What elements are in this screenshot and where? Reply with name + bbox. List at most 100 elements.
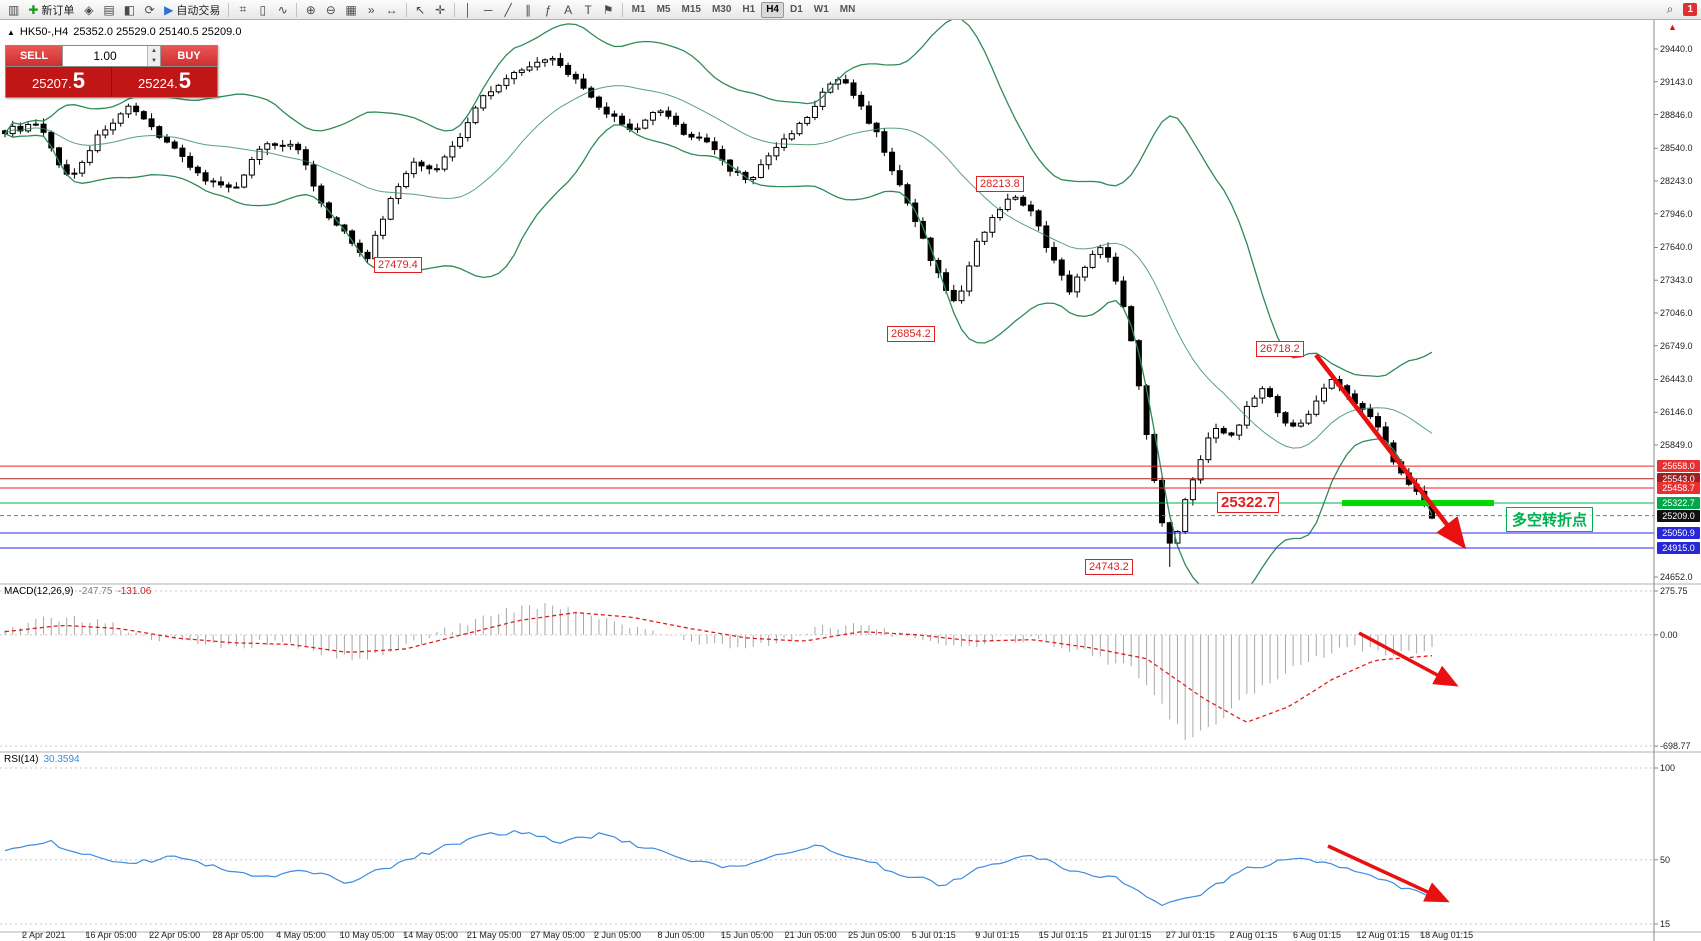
price-axis-tick: 28540.0: [1660, 143, 1693, 154]
horizontal-line-icon: ─: [483, 2, 493, 17]
volume-input[interactable]: [63, 46, 147, 66]
history-center-icon: ◈: [84, 2, 94, 17]
time-axis-tick: 21 May 05:00: [466, 930, 522, 940]
line-chart-mode-button[interactable]: ∿: [273, 1, 292, 18]
timeframe-d1[interactable]: D1: [785, 2, 808, 18]
new-order-button[interactable]: ✚ 新订单: [24, 1, 78, 18]
trendline-button[interactable]: ╱: [499, 1, 518, 18]
cursor-icon: ↖: [415, 2, 426, 17]
rsi-value: 30.3594: [43, 754, 80, 765]
sell-button[interactable]: SELL: [6, 46, 62, 66]
new-order-label: 新订单: [41, 4, 75, 17]
search-icon[interactable]: ⌕: [1660, 1, 1679, 18]
macd-value-main: -247.75: [78, 586, 113, 597]
bollinger-bands: [4, 20, 1433, 584]
timeframe-mn[interactable]: MN: [835, 2, 861, 18]
scroll-to-end-marker[interactable]: ▲: [1668, 22, 1677, 32]
equidistant-channel-button[interactable]: ∥: [519, 1, 538, 18]
new-chart-icon: ▥: [8, 2, 20, 17]
time-axis-tick: 6 Aug 01:15: [1293, 930, 1342, 940]
time-axis-tick: 25 Jun 05:00: [848, 930, 901, 940]
crosshair-icon: ✛: [435, 2, 446, 17]
trend-arrow[interactable]: [1358, 631, 1459, 687]
new-chart-button[interactable]: ▥: [4, 1, 23, 18]
time-axis-tick: 15 Jun 05:00: [721, 930, 774, 940]
time-axis-tick: 9 Jul 01:15: [975, 930, 1020, 940]
price-annotation[interactable]: 26854.2: [887, 326, 935, 343]
turning-point-note[interactable]: 多空转折点: [1506, 507, 1594, 532]
toolbar-separator: [405, 2, 407, 17]
refresh-button[interactable]: ⟳: [140, 1, 159, 18]
one-click-trading-panel: SELL ▲ ▼ BUY 25207. 5 25224. 5: [5, 45, 218, 98]
price-annotation[interactable]: 28213.8: [976, 176, 1024, 193]
zoom-in-button[interactable]: ⊕: [301, 1, 320, 18]
price-axis-tick: 27946.0: [1660, 208, 1693, 219]
volume-spinner: ▲ ▼: [147, 46, 160, 66]
fibonacci-icon: ƒ: [544, 2, 552, 17]
volume-down-button[interactable]: ▼: [148, 56, 160, 66]
data-window-button[interactable]: ◧: [120, 1, 139, 18]
price-annotation[interactable]: 24743.2: [1085, 558, 1133, 575]
text-icon: A: [564, 2, 573, 17]
chart-shift-button[interactable]: ↔: [382, 1, 402, 18]
market-watch-icon: ▤: [103, 2, 115, 17]
rsi-axis-tick: 100: [1660, 763, 1676, 773]
timeframe-m1[interactable]: M1: [627, 2, 651, 18]
volume-up-button[interactable]: ▲: [148, 46, 160, 56]
trend-arrow[interactable]: [1327, 844, 1450, 903]
market-watch-button[interactable]: ▤: [99, 1, 118, 18]
tile-windows-button[interactable]: ▦: [341, 1, 360, 18]
candlestick-mode-button[interactable]: ▯: [253, 1, 272, 18]
notification-badge[interactable]: 1: [1683, 3, 1697, 16]
time-axis-tick: 28 Apr 05:00: [212, 930, 264, 940]
timeframe-w1[interactable]: W1: [809, 2, 834, 18]
equidistant-channel-icon: ∥: [525, 2, 532, 17]
price-annotation[interactable]: 27479.4: [374, 257, 422, 274]
text-button[interactable]: A: [559, 1, 578, 18]
buy-price-big: 5: [178, 68, 191, 93]
bar-chart-mode-button[interactable]: ⌗: [233, 1, 252, 18]
buy-price[interactable]: 25224. 5: [112, 67, 217, 97]
cursor-button[interactable]: ↖: [411, 1, 430, 18]
timeframe-m30[interactable]: M30: [707, 2, 736, 18]
price-level-tag: 25050.9: [1657, 527, 1700, 539]
macd-axis-tick: 275.75: [1660, 586, 1688, 596]
line-chart-mode-icon: ∿: [277, 2, 288, 17]
crosshair-button[interactable]: ✛: [431, 1, 450, 18]
price-level-tag: 25458.7: [1657, 482, 1700, 495]
main-toolbar: ▥ ✚ 新订单 ◈ ▤ ◧ ⟳ ▶ 自动交易 ⌗ ▯ ∿ ⊕ ⊖ ▦» ↔ ↖ ✛ │ ─ ╱ ∥ ƒ A T ⚑ M1 M5 M15 M…: [0, 0, 1701, 20]
horizontal-line-button[interactable]: ─: [479, 1, 498, 18]
drawn-objects[interactable]: [1314, 353, 1494, 903]
zoom-out-button[interactable]: ⊖: [321, 1, 340, 18]
timeframe-h4[interactable]: H4: [761, 1, 784, 18]
horizontal-level-lines[interactable]: [0, 465, 1654, 549]
timeframe-m5[interactable]: M5: [652, 2, 676, 18]
timeframe-h1[interactable]: H1: [737, 2, 760, 18]
price-annotation[interactable]: 25322.7: [1217, 492, 1280, 514]
volume-input-wrap: ▲ ▼: [62, 46, 161, 66]
history-center-button[interactable]: ◈: [79, 1, 98, 18]
fibonacci-button[interactable]: ƒ: [539, 1, 558, 18]
trend-arrow[interactable]: [1314, 353, 1467, 550]
auto-scroll-button[interactable]: »: [362, 1, 381, 18]
arrows-tool-button[interactable]: ⚑: [599, 1, 618, 18]
macd-axis-tick: 0.00: [1660, 629, 1678, 640]
auto-trading-button[interactable]: ▶ 自动交易: [160, 1, 224, 18]
price-axis-tick: 26146.0: [1660, 407, 1693, 418]
vertical-line-button[interactable]: │: [459, 1, 478, 18]
macd-value-signal: -131.06: [117, 586, 152, 597]
text-label-icon: T: [584, 2, 592, 17]
buy-button[interactable]: BUY: [161, 46, 217, 66]
highlight-segment[interactable]: [1342, 500, 1494, 507]
text-label-button[interactable]: T: [579, 1, 598, 18]
toolbar-separator: [228, 2, 230, 17]
timeframe-m15[interactable]: M15: [676, 2, 705, 18]
price-annotation[interactable]: 26718.2: [1256, 341, 1304, 358]
rsi-indicator: [0, 767, 1654, 925]
toolbar-separator: [453, 2, 455, 17]
time-axis-tick: 22 Apr 05:00: [149, 930, 201, 940]
symbol-ohlc: 25352.0 25529.0 25140.5 25209.0: [73, 26, 242, 38]
sell-price[interactable]: 25207. 5: [6, 67, 112, 97]
time-axis-tick: 5 Jul 01:15: [911, 930, 956, 940]
